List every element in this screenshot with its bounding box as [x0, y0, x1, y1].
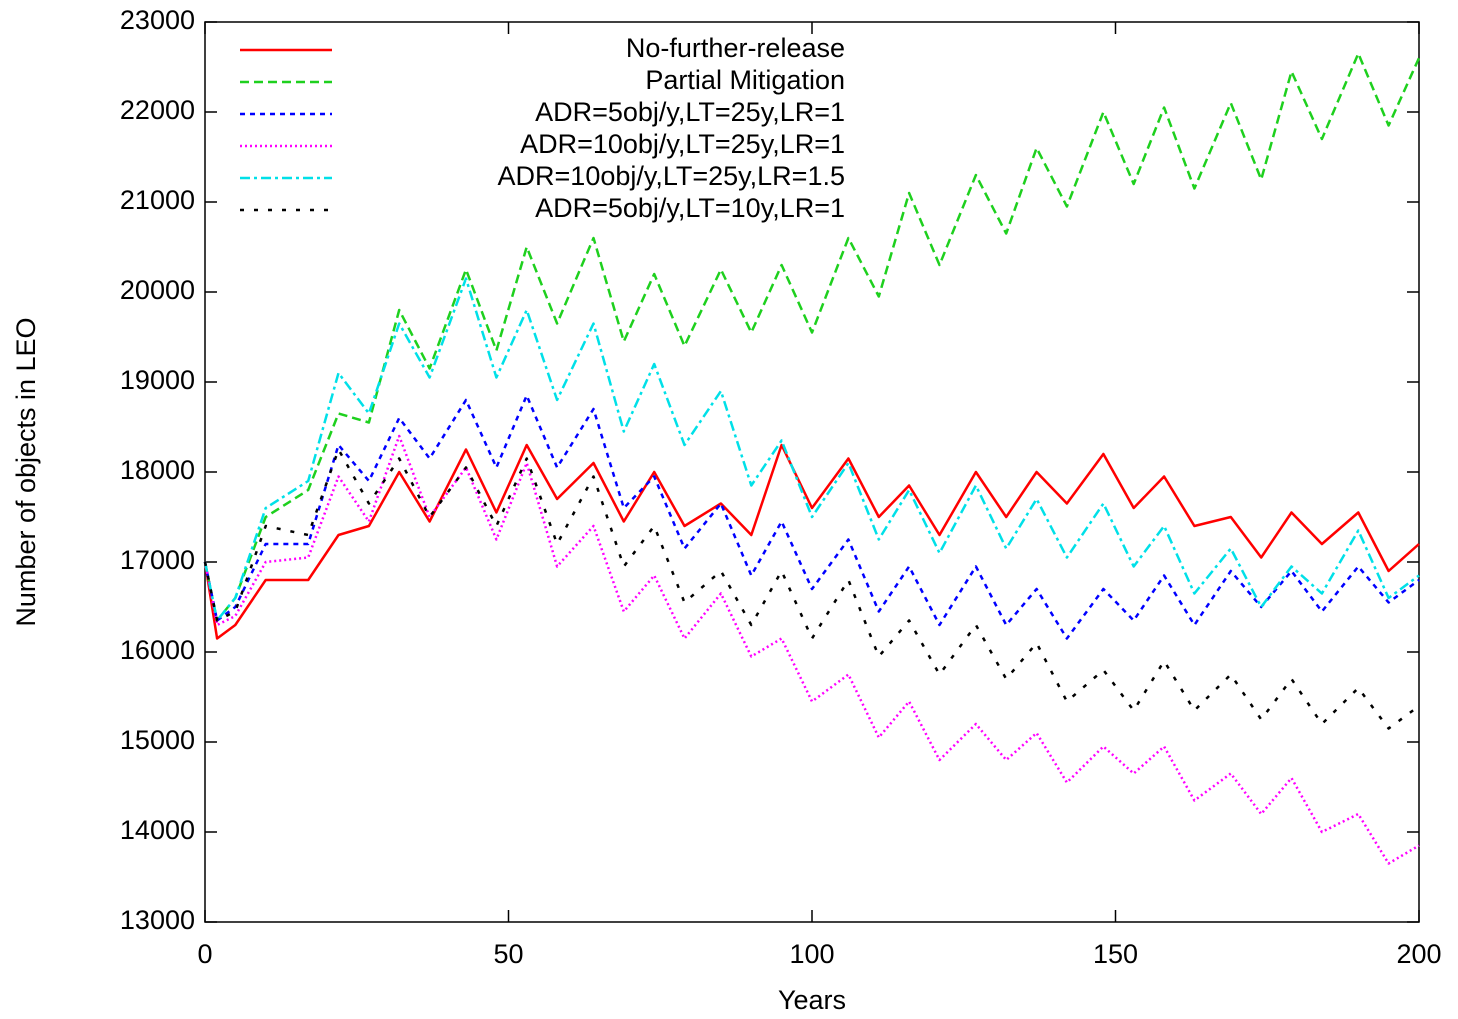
legend-label: ADR=5obj/y,LT=25y,LR=1: [535, 97, 845, 127]
y-tick-label: 13000: [120, 905, 195, 935]
y-tick-label: 17000: [120, 545, 195, 575]
y-tick-label: 23000: [120, 5, 195, 35]
x-tick-label: 50: [493, 939, 523, 969]
y-axis-label: Number of objects in LEO: [11, 317, 41, 626]
y-tick-label: 19000: [120, 365, 195, 395]
y-tick-label: 20000: [120, 275, 195, 305]
x-tick-label: 200: [1396, 939, 1441, 969]
legend-label: ADR=5obj/y,LT=10y,LR=1: [535, 193, 845, 223]
y-tick-label: 16000: [120, 635, 195, 665]
y-tick-label: 14000: [120, 815, 195, 845]
series-line: [203, 394, 1420, 640]
y-tick-label: 15000: [120, 725, 195, 755]
series-line: [203, 448, 1420, 730]
legend-label: ADR=10obj/y,LT=25y,LR=1: [520, 129, 845, 159]
y-tick-label: 21000: [120, 185, 195, 215]
y-tick-label: 22000: [120, 95, 195, 125]
x-tick-label: 150: [1093, 939, 1138, 969]
x-tick-label: 100: [789, 939, 834, 969]
legend-label: No-further-release: [626, 33, 845, 63]
series-line: [203, 434, 1420, 865]
y-tick-label: 18000: [120, 455, 195, 485]
legend-label: ADR=10obj/y,LT=25y,LR=1.5: [498, 161, 845, 191]
x-axis-label: Years: [778, 985, 846, 1015]
legend-label: Partial Mitigation: [645, 65, 845, 95]
series-line: [203, 277, 1420, 622]
x-tick-label: 0: [197, 939, 212, 969]
series-line: [203, 443, 1420, 640]
